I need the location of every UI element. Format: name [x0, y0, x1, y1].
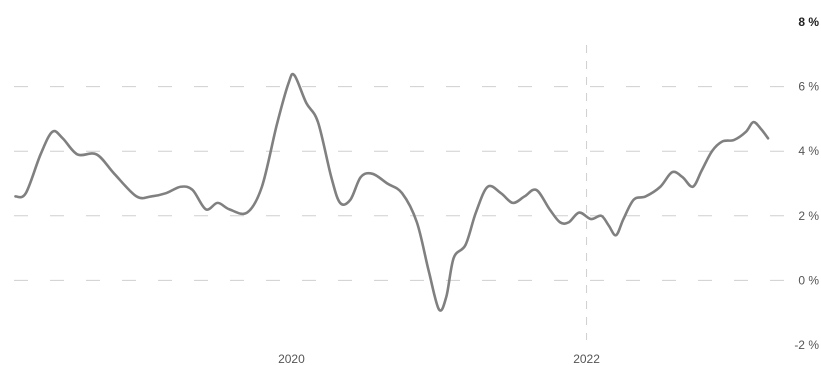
data-point: [191, 189, 193, 191]
data-point: [486, 186, 488, 188]
data-point: [733, 139, 735, 141]
data-point: [216, 202, 218, 204]
data-point: [535, 189, 537, 191]
data-point: [349, 198, 351, 200]
data-point: [548, 208, 550, 210]
data-point: [76, 153, 78, 155]
data-point: [165, 192, 167, 194]
x-tick-label: 2022: [573, 352, 600, 365]
data-point: [95, 153, 97, 155]
data-point: [590, 218, 592, 220]
data-point: [622, 218, 624, 220]
data-point: [721, 140, 723, 142]
data-point: [14, 195, 16, 197]
data-point: [205, 208, 207, 210]
data-point: [330, 176, 332, 178]
data-point: [671, 171, 673, 173]
y-tick-label: -2 %: [794, 338, 819, 352]
data-point: [633, 198, 635, 200]
data-point: [287, 82, 289, 84]
data-point: [360, 176, 362, 178]
y-tick-label: 6 %: [798, 80, 819, 94]
data-point: [745, 131, 747, 133]
data-point: [568, 221, 570, 223]
data-point: [759, 127, 761, 129]
data-point: [339, 202, 341, 204]
data-point: [453, 257, 455, 259]
data-point: [150, 195, 152, 197]
data-point: [607, 224, 609, 226]
data-point: [767, 137, 769, 139]
data-point: [464, 244, 466, 246]
data-point: [681, 176, 683, 178]
data-point: [475, 211, 477, 213]
data-point: [615, 234, 617, 236]
data-point: [386, 182, 388, 184]
data-point: [445, 295, 447, 297]
data-point: [578, 211, 580, 213]
y-axis-tick-labels: 8 % 6 % 4 % 2 % 0 % -2 %: [794, 15, 819, 352]
x-axis-tick-labels: 2020 2022: [278, 352, 600, 365]
data-point: [711, 150, 713, 152]
data-point: [371, 173, 373, 175]
grid-lines: [14, 86, 791, 281]
data-point: [293, 74, 295, 76]
data-point: [559, 221, 561, 223]
data-point: [644, 195, 646, 197]
data-point: [25, 192, 27, 194]
data-point: [600, 215, 602, 217]
data-point: [416, 221, 418, 223]
data-point: [180, 186, 182, 188]
data-point: [500, 192, 502, 194]
series-line: [14, 72, 770, 312]
data-point: [427, 270, 429, 272]
data-point: [401, 192, 403, 194]
data-point: [113, 173, 115, 175]
y-tick-label: 4 %: [798, 144, 819, 158]
data-point: [305, 102, 307, 104]
x-tick-label: 2020: [278, 352, 305, 365]
data-point: [659, 186, 661, 188]
y-tick-label: 2 %: [798, 209, 819, 223]
series-line-layer: [14, 72, 770, 312]
data-point: [246, 211, 248, 213]
data-point: [39, 153, 41, 155]
data-point: [317, 121, 319, 123]
data-point: [61, 137, 63, 139]
data-point: [228, 208, 230, 210]
data-point: [523, 195, 525, 197]
data-point: [135, 195, 137, 197]
data-point: [438, 308, 440, 310]
y-tick-label: 0 %: [798, 273, 819, 287]
data-point: [261, 186, 263, 188]
data-point: [51, 131, 53, 133]
data-point: [752, 121, 754, 123]
data-point: [512, 202, 514, 204]
y-tick-label: 8 %: [798, 15, 819, 29]
data-point: [692, 186, 694, 188]
data-point: [275, 124, 277, 126]
data-point: [700, 169, 702, 171]
